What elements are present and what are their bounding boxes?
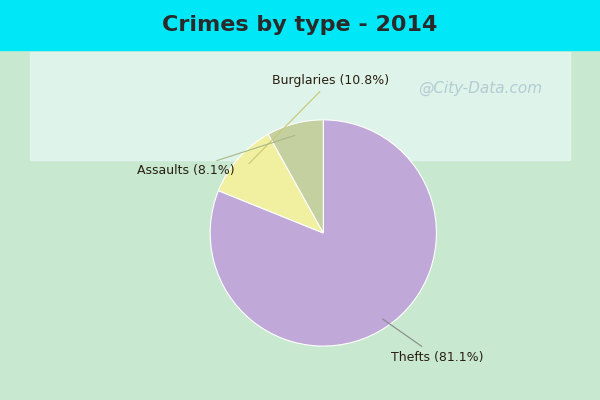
Wedge shape bbox=[218, 134, 323, 233]
Text: Thefts (81.1%): Thefts (81.1%) bbox=[383, 319, 484, 364]
Text: Burglaries (10.8%): Burglaries (10.8%) bbox=[249, 74, 389, 164]
Text: Crimes by type - 2014: Crimes by type - 2014 bbox=[163, 15, 437, 35]
Bar bbox=[30, 52, 570, 160]
Wedge shape bbox=[210, 120, 436, 346]
Bar bbox=[0, 0, 600, 50]
Wedge shape bbox=[268, 120, 323, 233]
Text: @City-Data.com: @City-Data.com bbox=[418, 80, 542, 96]
Text: Assaults (8.1%): Assaults (8.1%) bbox=[137, 135, 295, 177]
Bar bbox=[0, 50, 600, 400]
